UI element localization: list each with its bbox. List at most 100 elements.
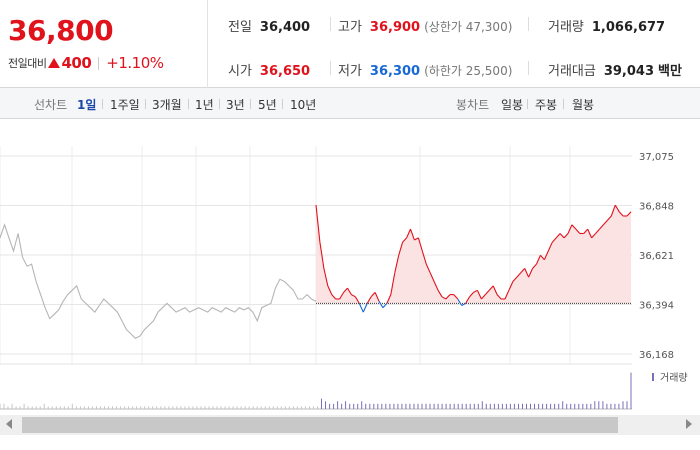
today-price-segment — [516, 272, 522, 278]
today-price-segment — [461, 302, 466, 306]
prev-close-value: 36,400 — [259, 20, 311, 35]
today-price-segment — [476, 290, 482, 300]
today-price-segment — [339, 292, 345, 300]
today-price-segment — [343, 287, 348, 293]
today-price-segment — [614, 204, 620, 212]
today-price-segment — [331, 294, 337, 300]
today-price-segment — [374, 292, 380, 302]
amount-value: 39,043 — [603, 64, 655, 79]
change-rate: +1.10% — [106, 54, 164, 72]
period-tab-5y[interactable]: 5년 — [258, 98, 277, 112]
today-price-segment — [535, 255, 541, 265]
toolbar-divider — [102, 99, 103, 109]
toolbar-divider — [145, 99, 146, 109]
lower-limit-text: (하한가 25,500) — [424, 64, 513, 78]
today-price-segment — [437, 290, 443, 298]
current-price: 36,800 — [8, 14, 114, 47]
today-price-segment — [453, 294, 459, 300]
today-price-segment — [606, 215, 612, 221]
y-tick-label: 36,394 — [639, 301, 674, 312]
volume-stat: 거래량 1,066,677 — [548, 16, 665, 35]
today-price-segment — [551, 237, 557, 243]
amount-stat: 거래대금 39,043 백만 — [548, 60, 682, 79]
today-price-segment — [520, 268, 526, 274]
volume-value: 1,066,677 — [591, 20, 666, 35]
today-price-segment — [555, 233, 561, 239]
today-price-segment — [602, 220, 608, 226]
volume-legend-swatch — [652, 373, 654, 381]
today-price-segment — [445, 294, 451, 300]
period-tab-3y[interactable]: 3년 — [226, 98, 245, 112]
volume-legend: 거래량 — [660, 372, 688, 384]
open-label: 시가 — [228, 64, 252, 79]
today-price-segment — [595, 228, 600, 234]
candle-chart-label: 봉차트 — [456, 98, 490, 112]
today-price-segment — [571, 224, 577, 230]
today-price-segment — [543, 250, 549, 260]
today-price-segment — [358, 303, 364, 313]
chart-marks — [0, 204, 632, 339]
period-tab-10y[interactable]: 10년 — [290, 98, 317, 112]
candle-tab-daily[interactable]: 일봉 — [501, 98, 524, 112]
candle-tab-monthly[interactable]: 월봉 — [572, 98, 595, 112]
toolbar-divider — [282, 99, 283, 109]
today-price-segment — [386, 294, 392, 304]
change-divider — [98, 56, 100, 70]
today-price-segment — [559, 233, 565, 239]
today-price-segment — [319, 242, 325, 269]
today-price-segment — [575, 228, 581, 234]
quote-header: 36,800 전일대비 400 +1.10% 전일 36,400 고가 36,9… — [0, 0, 700, 88]
open-stat: 시가 36,650 — [228, 60, 310, 79]
today-price-segment — [323, 268, 329, 287]
today-price-segment — [469, 292, 474, 298]
amount-unit: 백만 — [658, 64, 682, 79]
today-price-segment — [610, 204, 616, 217]
today-price-segment — [465, 296, 471, 304]
today-price-segment — [425, 263, 431, 274]
chart-scrollbar-thumb[interactable] — [22, 417, 618, 433]
period-tab-1w[interactable]: 1주일 — [110, 98, 140, 112]
today-price-segment — [382, 303, 388, 309]
today-price-segment — [354, 296, 360, 304]
today-price-segment — [508, 281, 514, 291]
low-label: 저가 — [338, 64, 362, 79]
today-price-segment — [394, 255, 400, 273]
today-price-segment — [441, 296, 447, 300]
today-price-segment — [488, 285, 494, 291]
today-price-segment — [528, 268, 534, 278]
today-price-segment — [402, 237, 408, 243]
today-price-segment — [512, 276, 518, 282]
period-tab-1y[interactable]: 1년 — [195, 98, 214, 112]
period-tab-1d[interactable]: 1일 — [77, 98, 97, 112]
y-tick-label: 36,621 — [639, 251, 674, 262]
today-price-segment — [421, 250, 427, 265]
period-tab-3m[interactable]: 3개월 — [152, 98, 182, 112]
candle-tab-weekly[interactable]: 주봉 — [535, 98, 558, 112]
today-price-segment — [429, 272, 435, 282]
today-price-segment — [563, 233, 569, 239]
scroll-left-arrow-icon[interactable] — [6, 419, 12, 429]
today-price-segment — [480, 294, 486, 300]
today-price-segment — [547, 241, 553, 252]
today-price-segment — [492, 285, 498, 295]
line-chart-label: 선차트 — [34, 98, 68, 112]
today-price-segment — [409, 228, 415, 241]
today-price-segment — [327, 285, 333, 295]
toolbar-divider — [188, 99, 189, 109]
today-price-segment — [583, 228, 589, 234]
toolbar-divider — [250, 99, 251, 109]
scroll-right-arrow-icon[interactable] — [686, 419, 692, 429]
today-price-segment — [591, 233, 597, 239]
open-value: 36,650 — [259, 64, 311, 79]
high-stat: 고가 36,900 (상한가 47,300) — [338, 16, 512, 35]
today-price-segment — [417, 237, 423, 252]
today-price-segment — [539, 254, 545, 261]
y-tick-label: 37,075 — [639, 152, 674, 163]
today-price-segment — [390, 272, 396, 295]
today-price-segment — [414, 237, 419, 241]
low-stat: 저가 36,300 (하한가 25,500) — [338, 60, 512, 79]
today-price-segment — [524, 268, 530, 278]
today-price-segment — [532, 263, 537, 269]
today-price-segment — [362, 303, 368, 313]
price-chart[interactable]: 37,075 36,848 36,621 36,394 36,168 거래량 — [0, 119, 700, 415]
